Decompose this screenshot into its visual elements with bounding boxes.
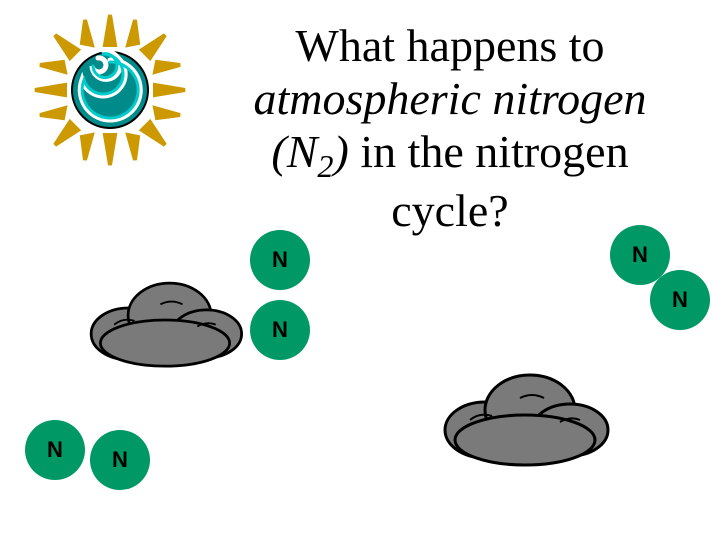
title-n2-sub: 2 bbox=[317, 148, 333, 184]
sun-svg bbox=[30, 10, 190, 170]
title-line-3: (N2) in the nitrogen bbox=[180, 126, 720, 185]
slide-title: What happens to atmospheric nitrogen (N2… bbox=[180, 20, 720, 238]
cloud-1 bbox=[70, 260, 260, 385]
sun-graphic bbox=[30, 10, 190, 175]
atom-label: N bbox=[672, 287, 688, 313]
atom-label: N bbox=[272, 317, 288, 343]
title-n2-close: ) bbox=[333, 126, 348, 177]
mol-1-atom-0: N bbox=[250, 230, 310, 290]
title-line-1: What happens to bbox=[180, 20, 720, 73]
atom-label: N bbox=[272, 247, 288, 273]
mol-2-atom-1: N bbox=[90, 430, 150, 490]
atom-label: N bbox=[632, 242, 648, 268]
title-n2-open: (N bbox=[271, 126, 317, 177]
atom-label: N bbox=[47, 437, 63, 463]
mol-3-atom-1: N bbox=[650, 270, 710, 330]
title-line-3-rest: in the nitrogen bbox=[349, 126, 629, 177]
cloud-2 bbox=[420, 350, 630, 485]
cloud-1-svg bbox=[70, 260, 260, 380]
atom-label: N bbox=[112, 447, 128, 473]
cloud-2-svg bbox=[420, 350, 630, 480]
mol-1-atom-1: N bbox=[250, 300, 310, 360]
title-line-2: atmospheric nitrogen bbox=[180, 73, 720, 126]
mol-2-atom-0: N bbox=[25, 420, 85, 480]
